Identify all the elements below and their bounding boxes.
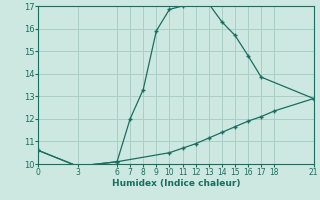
X-axis label: Humidex (Indice chaleur): Humidex (Indice chaleur) — [112, 179, 240, 188]
